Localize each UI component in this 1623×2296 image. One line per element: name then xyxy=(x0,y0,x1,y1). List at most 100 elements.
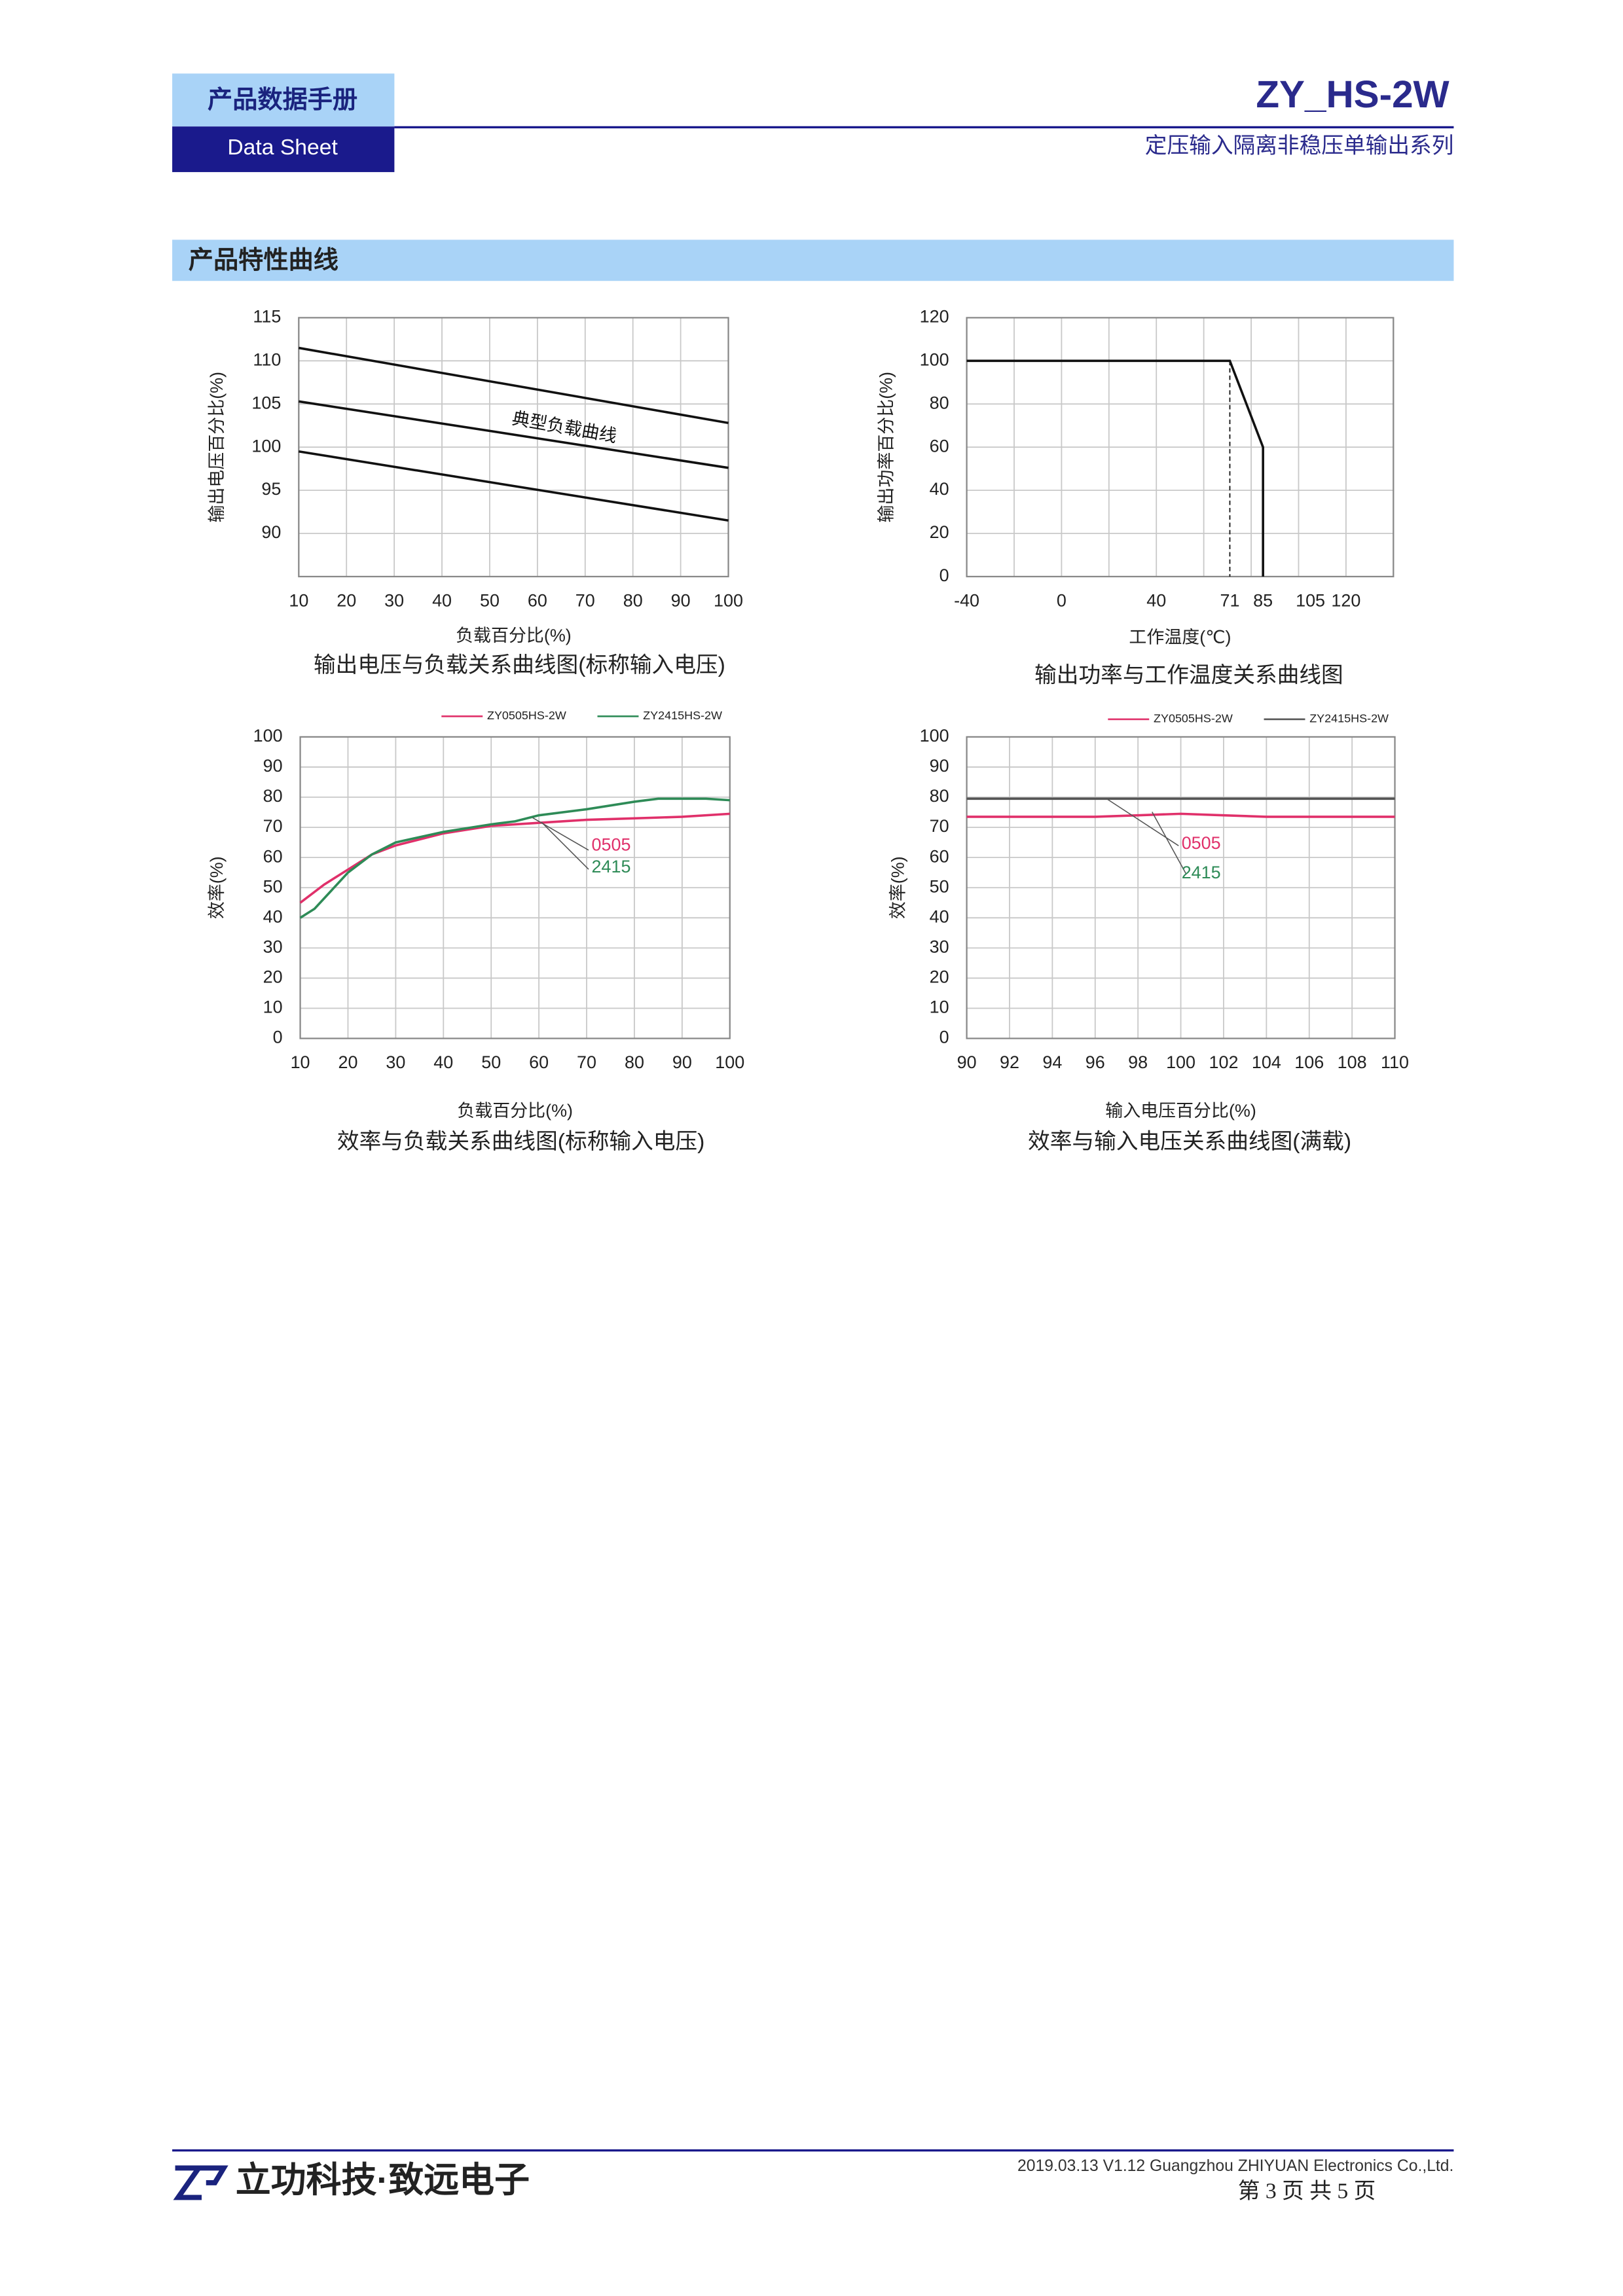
y-axis-label: 效率(%) xyxy=(888,856,907,919)
series-line xyxy=(299,400,729,469)
legend-label: ZY0505HS-2W xyxy=(487,709,566,722)
logo xyxy=(173,2165,228,2200)
x-tick-label: 102 xyxy=(1209,1052,1238,1072)
y-tick-label: 90 xyxy=(261,522,281,542)
y-tick-label: 0 xyxy=(939,565,949,585)
header-subtitle-box xyxy=(172,126,395,172)
product-name: ZY_HS-2W xyxy=(1256,73,1450,116)
series-line xyxy=(299,346,729,425)
x-tick-label: 50 xyxy=(481,1052,501,1072)
x-tick-label: 85 xyxy=(1253,590,1273,610)
header-subtitle: Data Sheet xyxy=(227,135,338,160)
y-tick-label: 70 xyxy=(263,816,283,836)
x-tick-label: 110 xyxy=(1381,1052,1409,1072)
x-tick-label: 94 xyxy=(1042,1052,1062,1072)
plot-frame xyxy=(299,736,731,1039)
x-tick-label: 0 xyxy=(1057,590,1067,610)
y-tick-label: 110 xyxy=(253,350,281,369)
y-tick-label: 115 xyxy=(253,307,281,327)
y-axis-label: 效率(%) xyxy=(207,856,227,919)
annotation: 2415 xyxy=(1182,863,1221,882)
y-tick-label: 40 xyxy=(930,479,949,499)
x-tick-label: 60 xyxy=(528,590,547,610)
x-axis-label: 负载百分比(%) xyxy=(457,1101,573,1121)
y-tick-label: 50 xyxy=(930,876,949,896)
legend-label: ZY2415HS-2W xyxy=(643,709,722,722)
x-tick-label: 71 xyxy=(1220,590,1239,610)
y-tick-label: 60 xyxy=(930,846,949,866)
x-tick-label: 80 xyxy=(625,1052,644,1072)
y-tick-label: 0 xyxy=(273,1028,283,1047)
section-bar xyxy=(172,240,1454,281)
section-title: 产品特性曲线 xyxy=(189,246,338,274)
y-tick-label: 105 xyxy=(251,393,281,412)
x-tick-label: 50 xyxy=(480,590,500,610)
footer-brand: 立功科技·致远电子 xyxy=(236,2161,530,2200)
x-tick-label: 90 xyxy=(671,590,691,610)
y-tick-label: 20 xyxy=(930,967,949,987)
y-tick-label: 95 xyxy=(261,479,281,499)
chart-caption: 效率与输入电压关系曲线图(满载) xyxy=(1028,1129,1351,1154)
x-tick-label: 30 xyxy=(384,590,404,610)
y-tick-label: 40 xyxy=(263,906,283,926)
chart: 0 10 20 30 40 50 60 70 80 90 100 90 92 94 96 98 100 102 10… xyxy=(888,712,1409,1154)
plot-frame xyxy=(966,736,1396,1039)
y-tick-label: 90 xyxy=(263,756,283,776)
x-tick-label: 40 xyxy=(1146,590,1166,610)
x-tick-label: -40 xyxy=(954,590,979,610)
x-tick-label: 40 xyxy=(433,1052,453,1072)
y-tick-label: 80 xyxy=(263,786,283,806)
x-tick-label: 30 xyxy=(386,1052,405,1072)
legend-label: ZY0505HS-2W xyxy=(1154,712,1233,725)
y-tick-label: 100 xyxy=(920,350,949,369)
chart-caption: 效率与负载关系曲线图(标称输入电压) xyxy=(337,1129,704,1154)
x-tick-label: 96 xyxy=(1085,1052,1105,1072)
x-tick-label: 120 xyxy=(1331,590,1360,610)
y-tick-label: 70 xyxy=(930,816,949,836)
x-tick-label: 70 xyxy=(577,1052,596,1072)
header-title: 产品数据手册 xyxy=(208,86,357,114)
leader-line xyxy=(1152,812,1187,874)
y-tick-label: 10 xyxy=(263,997,283,1017)
x-tick-label: 106 xyxy=(1294,1052,1324,1072)
plot-frame xyxy=(298,317,729,578)
x-tick-label: 92 xyxy=(1000,1052,1019,1072)
x-axis-label: 工作温度(℃) xyxy=(1129,627,1231,647)
x-tick-label: 10 xyxy=(291,1052,310,1072)
y-tick-label: 80 xyxy=(930,393,949,412)
series-line xyxy=(966,359,1264,577)
x-tick-label: 70 xyxy=(575,590,595,610)
x-axis-label: 输入电压百分比(%) xyxy=(1105,1101,1256,1121)
x-tick-label: 90 xyxy=(672,1052,692,1072)
x-tick-label: 20 xyxy=(338,1052,357,1072)
y-tick-label: 30 xyxy=(263,937,283,956)
series-line xyxy=(966,812,1395,818)
y-tick-label: 100 xyxy=(920,726,949,745)
annotation: 2415 xyxy=(592,857,631,876)
product-series: 定压输入隔离非稳压单输出系列 xyxy=(1145,134,1454,158)
series-line xyxy=(299,812,730,904)
x-tick-label: 100 xyxy=(714,590,743,610)
header-title-box xyxy=(172,73,395,127)
x-tick-label: 20 xyxy=(337,590,356,610)
x-tick-label: 108 xyxy=(1338,1052,1367,1072)
x-tick-label: 90 xyxy=(957,1052,977,1072)
annotation: 0505 xyxy=(1182,833,1221,853)
y-tick-label: 100 xyxy=(253,726,283,745)
y-axis-label: 输出电压百分比(%) xyxy=(207,372,227,523)
y-tick-label: 40 xyxy=(930,906,949,926)
chart: 0 10 20 30 40 50 60 70 80 90 100 10 20 30 40 50 60 70 80 90… xyxy=(207,709,744,1154)
x-tick-label: 40 xyxy=(432,590,452,610)
y-tick-label: 0 xyxy=(939,1028,949,1047)
y-tick-label: 120 xyxy=(920,307,949,327)
x-tick-label: 80 xyxy=(623,590,643,610)
x-tick-label: 105 xyxy=(1296,590,1325,610)
series-line xyxy=(299,797,730,919)
x-tick-label: 100 xyxy=(1166,1052,1195,1072)
y-axis-label: 输出功率百分比(%) xyxy=(876,372,896,523)
y-tick-label: 60 xyxy=(263,846,283,866)
chart-caption: 输出功率与工作温度关系曲线图 xyxy=(1034,663,1343,688)
